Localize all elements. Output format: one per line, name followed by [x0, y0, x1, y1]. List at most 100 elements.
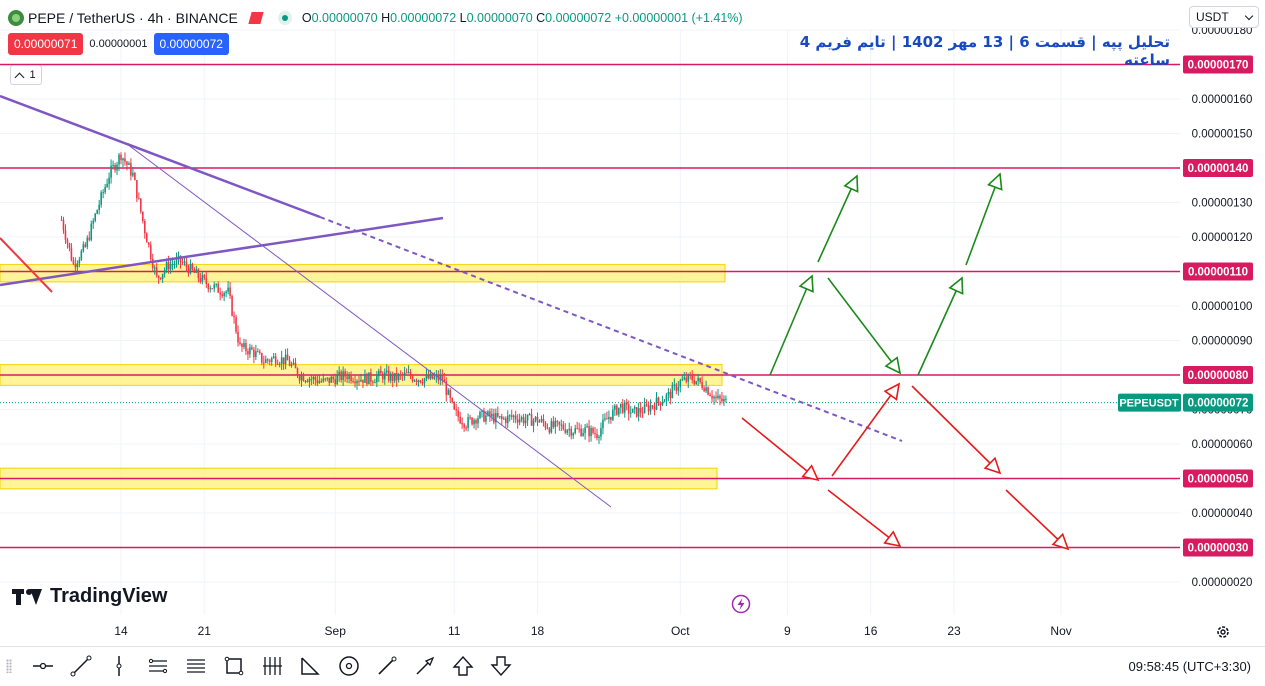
candle-body	[510, 415, 513, 417]
candle-body	[332, 376, 335, 380]
candle-body	[699, 377, 701, 382]
sell-button[interactable]: 0.00000071	[8, 33, 84, 55]
candle-body	[439, 375, 442, 381]
candle-body	[723, 399, 725, 402]
candle-body	[225, 291, 227, 293]
horizontal-line-icon	[33, 662, 53, 670]
candle-body	[338, 371, 340, 376]
candle-body	[368, 372, 370, 385]
brush-tool[interactable]	[374, 653, 400, 679]
trendline-extension[interactable]	[319, 216, 903, 442]
scenario-arrow-down[interactable]	[827, 489, 901, 547]
triangle-pattern-tool[interactable]	[297, 653, 323, 679]
pepe-coin-icon	[8, 10, 24, 26]
flag-icon[interactable]	[248, 12, 264, 24]
tradingview-logo[interactable]: TradingView	[12, 585, 167, 608]
candle-body	[614, 405, 616, 410]
candle-body	[163, 269, 166, 274]
candle-body	[483, 410, 485, 422]
indicators-collapse-button[interactable]: 1	[10, 65, 42, 85]
time-tick-label: 9	[784, 624, 791, 638]
candle-body	[479, 411, 481, 419]
candle-body	[215, 283, 217, 285]
candle-body	[380, 370, 382, 374]
price-tick-label: 0.00000130	[1192, 198, 1253, 210]
symbol-title[interactable]: PEPE / TetherUS · 4h · BINANCE	[28, 10, 238, 26]
ascending-trendline[interactable]	[0, 216, 444, 287]
candle-body	[695, 380, 697, 385]
scenario-arrow-up[interactable]	[917, 277, 963, 376]
level-price-tag	[1183, 538, 1253, 557]
candle-body	[391, 373, 394, 381]
price-tick-label: 0.00000180	[1192, 25, 1253, 37]
indicator-count: 1	[29, 69, 36, 81]
long-position-tool[interactable]	[259, 653, 285, 679]
candle-body	[60, 219, 63, 221]
candle-body	[649, 405, 652, 412]
candle-body	[586, 426, 588, 428]
symbol-tag	[1118, 393, 1181, 412]
thin-trendline[interactable]	[126, 143, 612, 508]
candle-body	[173, 263, 176, 265]
ellipse-tool[interactable]	[336, 653, 362, 679]
lightning-icon[interactable]	[731, 594, 751, 614]
buy-button[interactable]: 0.00000072	[153, 33, 229, 55]
vertical-line-tool[interactable]	[106, 653, 132, 679]
candle-body	[514, 415, 517, 420]
candle-body	[701, 381, 703, 389]
market-status-icon[interactable]	[277, 11, 292, 25]
trend-line-tool[interactable]	[68, 653, 94, 679]
candle-body	[421, 382, 424, 384]
time-tick-label: 18	[531, 624, 545, 638]
scenario-arrow-down-green[interactable]	[827, 277, 901, 374]
short-red-trendline[interactable]	[0, 237, 53, 293]
currency-select[interactable]: USDT	[1189, 6, 1259, 28]
parallel-channel-tool[interactable]	[145, 653, 171, 679]
candle-body	[352, 381, 354, 383]
candle-body	[457, 410, 459, 417]
time-tick-label: Nov	[1050, 624, 1071, 638]
arrow-down-marker-tool[interactable]	[488, 653, 514, 679]
candle-body	[155, 267, 158, 276]
candle-body	[264, 359, 267, 364]
drawing-toolbar: 09:58:45 (UTC+3:30)	[0, 646, 1265, 686]
candle-body	[544, 422, 547, 428]
candle-body	[187, 267, 190, 274]
descending-trendline[interactable]	[0, 94, 321, 219]
scenario-arrow-up[interactable]	[817, 175, 858, 263]
candle-body	[623, 402, 626, 413]
scenario-arrow-down[interactable]	[741, 417, 819, 481]
arrow-tool[interactable]	[412, 653, 438, 679]
candle-body	[558, 421, 561, 425]
candle-body	[84, 244, 87, 247]
price-axis[interactable]	[1180, 0, 1265, 646]
candle-body	[387, 370, 390, 381]
candle-body	[314, 376, 317, 381]
gear-icon[interactable]	[1215, 624, 1231, 640]
candle-body	[288, 360, 291, 366]
horizontal-line-tool[interactable]	[30, 653, 56, 679]
fib-retracement-tool[interactable]	[183, 653, 209, 679]
candle-body	[679, 380, 682, 388]
rectangle-tool[interactable]	[221, 653, 247, 679]
support-resistance-zone[interactable]	[0, 264, 726, 283]
scenario-arrow-up[interactable]	[965, 173, 1001, 266]
candle-body	[647, 405, 650, 412]
scenario-arrow-up-red[interactable]	[831, 383, 900, 477]
candle-body	[245, 342, 247, 352]
candle-body	[280, 357, 283, 364]
candle-body	[641, 412, 644, 414]
candle-body	[616, 405, 618, 415]
triangle-pattern-icon	[301, 657, 321, 675]
candle-body	[227, 287, 229, 292]
clock-readout[interactable]: 09:58:45 (UTC+3:30)	[1128, 659, 1251, 674]
candle-body	[104, 186, 106, 193]
scenario-arrow-down[interactable]	[911, 385, 1001, 474]
candle-body	[600, 428, 602, 437]
drag-handle-icon[interactable]	[6, 659, 12, 673]
candle-body	[399, 374, 402, 376]
arrow-up-marker-tool[interactable]	[450, 653, 476, 679]
candle-body	[711, 395, 713, 399]
scenario-arrow-up[interactable]	[769, 275, 813, 376]
